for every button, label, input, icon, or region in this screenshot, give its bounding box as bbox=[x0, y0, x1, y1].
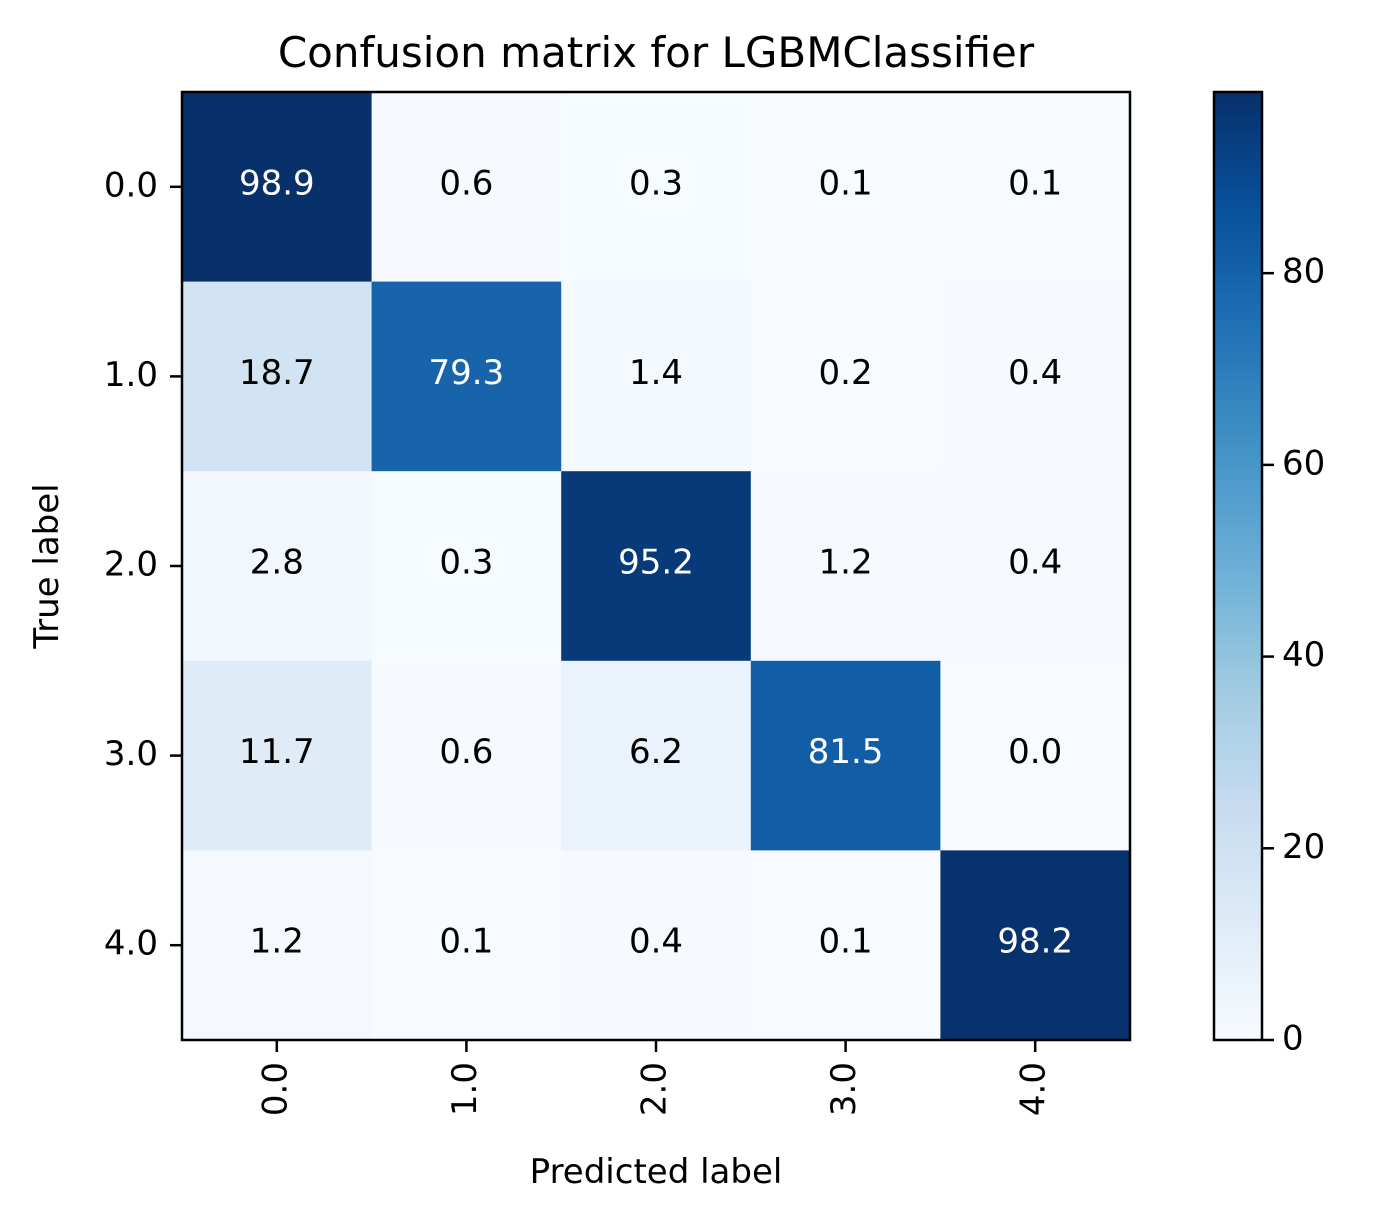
chart-title: Confusion matrix for LGBMClassifier bbox=[278, 28, 1035, 77]
heatmap-cell bbox=[561, 850, 752, 1041]
heatmap-cell bbox=[371, 471, 562, 662]
heatmap-cell bbox=[750, 660, 941, 851]
y-tick-label: 2.0 bbox=[104, 545, 158, 585]
heatmap-cell-value: 0.1 bbox=[819, 922, 873, 962]
heatmap-cell bbox=[561, 281, 752, 472]
heatmap-cell-value: 0.1 bbox=[1008, 163, 1062, 203]
heatmap-cells bbox=[182, 92, 1131, 1041]
heatmap-cell-value: 95.2 bbox=[618, 543, 694, 583]
heatmap-cell bbox=[561, 660, 752, 851]
x-axis-ticks: 0.0 1.0 2.0 3.0 4.0 bbox=[255, 1040, 1054, 1116]
y-tick-label: 3.0 bbox=[104, 734, 158, 774]
heatmap-cell-value: 0.2 bbox=[819, 353, 873, 393]
heatmap-cell bbox=[182, 92, 373, 283]
heatmap-cell-value: 0.1 bbox=[819, 163, 873, 203]
x-tick-label: 1.0 bbox=[445, 1062, 485, 1116]
heatmap-cell-value: 2.8 bbox=[250, 543, 304, 583]
heatmap-cell-value: 0.4 bbox=[1008, 353, 1062, 393]
heatmap-cell-value: 0.3 bbox=[629, 163, 683, 203]
heatmap-cell-value: 0.4 bbox=[629, 922, 683, 962]
y-axis-label: True label bbox=[27, 483, 67, 649]
heatmap-cell-value: 11.7 bbox=[239, 732, 315, 772]
x-tick-label: 2.0 bbox=[635, 1062, 675, 1116]
heatmap-cell bbox=[940, 850, 1131, 1041]
heatmap-cell-value: 0.4 bbox=[1008, 543, 1062, 583]
heatmap-cell-value: 0.0 bbox=[1008, 732, 1062, 772]
heatmap-cell bbox=[371, 850, 562, 1041]
heatmap-cell bbox=[940, 660, 1131, 851]
colorbar-tick-label: 20 bbox=[1282, 827, 1325, 867]
heatmap-cell bbox=[750, 281, 941, 472]
heatmap-cell bbox=[182, 281, 373, 472]
heatmap-cell bbox=[182, 471, 373, 662]
heatmap-cell-value: 98.9 bbox=[239, 163, 315, 203]
heatmap-cell-value: 1.2 bbox=[819, 543, 873, 583]
heatmap-cell-value: 0.6 bbox=[439, 163, 493, 203]
heatmap-cell-value: 81.5 bbox=[808, 732, 884, 772]
x-tick-label: 3.0 bbox=[824, 1062, 864, 1116]
y-tick-label: 1.0 bbox=[104, 355, 158, 395]
heatmap-cell bbox=[561, 471, 752, 662]
heatmap-cell bbox=[940, 471, 1131, 662]
heatmap-cell-value: 6.2 bbox=[629, 732, 683, 772]
heatmap-cell bbox=[371, 281, 562, 472]
x-tick-label: 4.0 bbox=[1014, 1062, 1054, 1116]
heatmap-cell bbox=[371, 92, 562, 283]
heatmap-cell bbox=[750, 471, 941, 662]
heatmap-cell bbox=[561, 92, 752, 283]
x-axis-label: Predicted label bbox=[530, 1152, 783, 1192]
colorbar-tick-label: 0 bbox=[1282, 1019, 1304, 1059]
heatmap-cell bbox=[182, 850, 373, 1041]
colorbar-tick-label: 80 bbox=[1282, 252, 1325, 292]
heatmap-cell bbox=[750, 850, 941, 1041]
heatmap-cell bbox=[182, 660, 373, 851]
y-tick-label: 0.0 bbox=[104, 165, 158, 205]
y-tick-label: 4.0 bbox=[104, 924, 158, 964]
heatmap-cell-value: 79.3 bbox=[429, 353, 505, 393]
heatmap-cell-value: 1.4 bbox=[629, 353, 683, 393]
heatmap-cell bbox=[940, 281, 1131, 472]
heatmap-cell-labels: 98.9 0.6 0.3 0.1 0.1 18.7 79.3 1.4 0.2 0.4 2.8 0.3 9… bbox=[239, 163, 1073, 961]
colorbar-tick-label: 40 bbox=[1282, 635, 1325, 675]
heatmap-cell bbox=[371, 660, 562, 851]
heatmap-cell bbox=[940, 92, 1131, 283]
colorbar bbox=[1212, 90, 1264, 1042]
x-tick-label: 0.0 bbox=[255, 1062, 295, 1116]
colorbar-ticks: 0 20 40 60 80 bbox=[1262, 252, 1325, 1059]
heatmap-cell-value: 0.1 bbox=[439, 922, 493, 962]
heatmap-cell bbox=[750, 92, 941, 283]
heatmap-cell-value: 98.2 bbox=[997, 922, 1073, 962]
heatmap-cell-value: 0.6 bbox=[439, 732, 493, 772]
colorbar-tick-label: 60 bbox=[1282, 443, 1325, 483]
heatmap-cell-value: 1.2 bbox=[250, 922, 304, 962]
heatmap-cell-value: 0.3 bbox=[439, 543, 493, 583]
y-axis-ticks: 0.0 1.0 2.0 3.0 4.0 bbox=[104, 165, 182, 964]
heatmap-cell-value: 18.7 bbox=[239, 353, 315, 393]
